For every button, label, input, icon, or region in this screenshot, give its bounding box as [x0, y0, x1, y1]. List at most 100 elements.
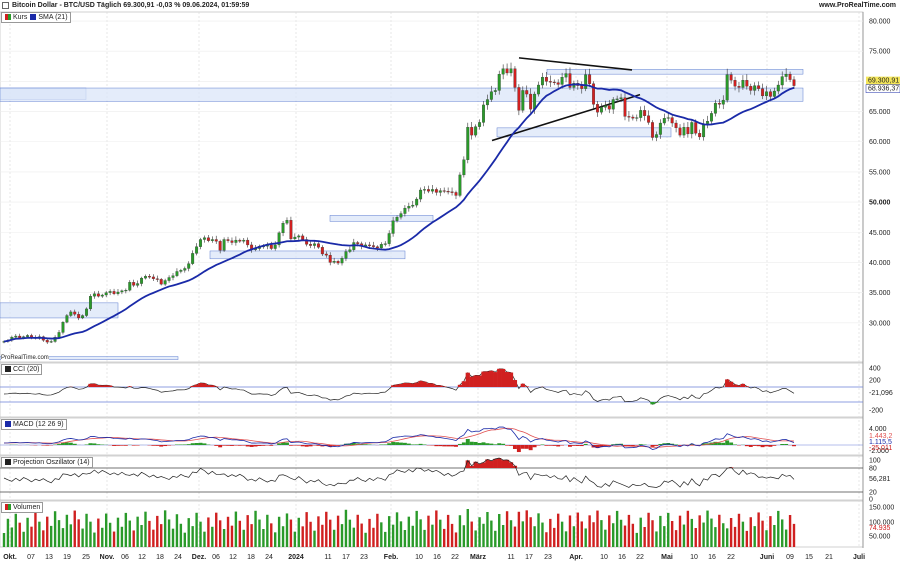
sma-value-box	[865, 84, 900, 93]
candle-body	[643, 110, 647, 116]
last-price-box	[866, 76, 900, 85]
volume-bar	[737, 513, 741, 547]
volume-bar	[222, 529, 226, 547]
chart-window-icon[interactable]	[2, 2, 9, 9]
candle-body	[485, 99, 489, 106]
candle-body	[564, 73, 568, 78]
volume-bar	[215, 512, 218, 547]
candle-body	[686, 127, 690, 135]
candle-body	[163, 280, 167, 285]
volume-bar	[482, 523, 485, 547]
volume-bar	[427, 515, 430, 547]
volume-bar	[132, 530, 135, 547]
volume-bar	[556, 513, 560, 547]
y-tick-label: 50.000	[869, 200, 891, 207]
volume-bar	[411, 525, 414, 547]
volume-bar	[580, 521, 583, 547]
volume-bar	[446, 514, 450, 547]
legend-volume: Volumen	[13, 504, 41, 511]
candle-body	[324, 253, 328, 256]
candle-body	[627, 116, 631, 118]
candle-body	[552, 81, 556, 83]
volume-bar	[234, 511, 238, 547]
volume-bar	[498, 514, 501, 547]
volume-bar	[631, 523, 635, 547]
candle-body	[372, 245, 375, 247]
candle-body	[85, 308, 88, 316]
candle-body	[391, 220, 395, 234]
trendline-lower	[491, 93, 641, 142]
kurs-swatch-icon	[5, 14, 11, 20]
volume-bar	[781, 519, 784, 547]
volume-bar	[588, 515, 591, 547]
volume-bar	[714, 527, 717, 547]
candle-body	[678, 127, 682, 136]
macd-swatch-icon	[5, 421, 11, 427]
candle-body	[128, 282, 132, 291]
candle-body	[682, 127, 686, 136]
cci-tick-label: 400	[869, 366, 881, 373]
last-price-label: 69.300,91	[868, 78, 899, 85]
candle-body	[788, 74, 792, 80]
volume-bar	[470, 521, 473, 547]
volume-bar	[38, 521, 41, 547]
legend-cci: CCI (20)	[13, 366, 40, 373]
volume-bar	[360, 523, 363, 547]
sma-value-label: 68.936,37	[868, 86, 899, 93]
volume-value-label: 74.935	[869, 525, 891, 532]
support-zone	[0, 302, 119, 319]
x-tick-label: 25	[82, 554, 90, 561]
candle-body	[49, 341, 53, 343]
volume-bar	[635, 532, 638, 547]
volume-bar	[65, 514, 69, 547]
candle-body	[509, 68, 513, 74]
volume-bar	[395, 512, 399, 547]
candle-body	[725, 74, 729, 101]
candle-body	[61, 322, 65, 333]
volume-bar	[423, 529, 426, 547]
macd-tick-label: 4.000	[869, 426, 887, 433]
volume-bar	[108, 522, 112, 547]
candle-body	[179, 270, 183, 272]
volume-bar	[612, 523, 615, 547]
candle-body	[155, 278, 159, 280]
candle-body	[568, 73, 572, 88]
chart-header: Bitcoin Dollar - BTC/USD Täglich 69.300,…	[0, 0, 900, 11]
x-tick-label: 16	[433, 554, 441, 561]
sma-line	[3, 83, 795, 343]
candle-body	[556, 82, 560, 85]
volume-bar	[757, 512, 760, 547]
candle-body	[489, 91, 493, 100]
volume-bar	[120, 526, 124, 547]
candle-body	[776, 84, 780, 92]
volume-bar	[179, 523, 183, 547]
macd-value-label: 1.443,2	[869, 433, 892, 440]
volume-bar	[509, 520, 513, 547]
candle-body	[757, 85, 761, 89]
x-tick-label: 22	[636, 554, 644, 561]
candle-body	[537, 84, 540, 95]
volume-bar	[399, 521, 403, 547]
proj-tick-label: 100	[869, 458, 881, 465]
volume-bar	[89, 521, 92, 547]
volume-bar	[329, 519, 332, 547]
volume-bar	[254, 510, 257, 547]
volume-bar	[753, 526, 756, 547]
candle-body	[89, 296, 92, 310]
candle-body	[427, 189, 430, 192]
candle-body	[309, 244, 313, 246]
candle-body	[348, 249, 352, 252]
candle-body	[234, 239, 238, 243]
candle-body	[73, 311, 77, 315]
volume-bar	[301, 526, 304, 547]
candle-body	[159, 279, 163, 285]
candle-body	[92, 293, 96, 297]
volume-bar	[435, 510, 438, 547]
candle-body	[584, 74, 588, 89]
macd-tick-label: -2.000	[869, 448, 889, 455]
volume-bar	[442, 528, 446, 547]
volume-bar	[710, 518, 713, 547]
support-zone	[329, 215, 434, 222]
support-zone	[0, 87, 804, 102]
